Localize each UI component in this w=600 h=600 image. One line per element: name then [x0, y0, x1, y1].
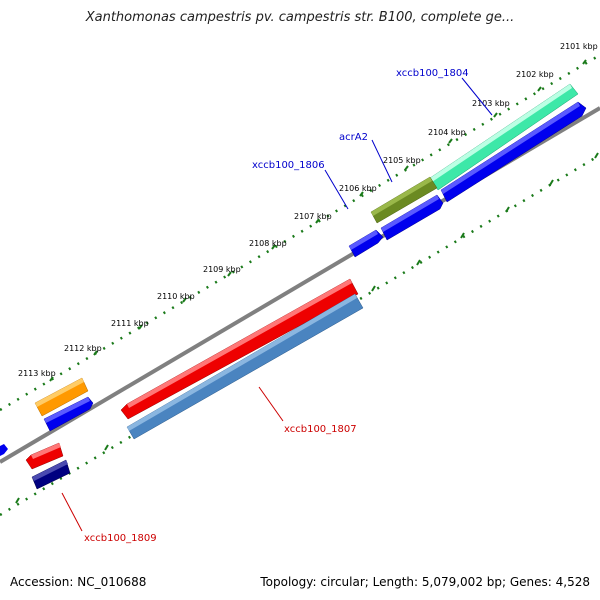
tick-label: 2105 kbp: [383, 156, 421, 165]
gene-feature-red[interactable]: [120, 278, 359, 420]
tick-label: 2109 kbp: [203, 265, 241, 274]
label-connector: [61, 492, 83, 532]
label-connector: [258, 386, 284, 422]
tick-label: 2111 kbp: [111, 319, 149, 328]
label-connector: [461, 77, 493, 116]
tick-label: 2107 kbp: [294, 212, 332, 221]
tick-label: 2104 kbp: [428, 128, 466, 137]
gene-label-xccb100-1809[interactable]: xccb100_1809: [84, 533, 157, 544]
gene-feature-blue-highlight: [441, 102, 580, 194]
gene-feature-orange-highlight: [35, 378, 84, 407]
gene-feature-red-highlight: [127, 279, 352, 408]
gene-feature-red-highlight: [31, 443, 61, 459]
gene-label-xccb100-1807[interactable]: xccb100_1807: [284, 424, 357, 435]
gene-feature-navy-highlight: [32, 460, 68, 481]
outer-ruler-dots: [0, 53, 600, 412]
topology-text: Topology: circular; Length: 5,079,002 bp…: [260, 575, 590, 589]
gene-feature-blue[interactable]: [440, 101, 587, 203]
gene-label-acra2[interactable]: acrA2: [339, 132, 368, 143]
tick-label: 2110 kbp: [157, 292, 195, 301]
gene-feature-steelblue-highlight: [127, 294, 357, 431]
tick-label: 2102 kbp: [516, 70, 554, 79]
gene-feature-blue[interactable]: [380, 194, 444, 241]
gene-feature-blue[interactable]: [0, 444, 8, 456]
tick-label: 2106 kbp: [339, 184, 377, 193]
gene-label-xccb100-1806[interactable]: xccb100_1806: [252, 160, 325, 171]
gene-feature-blue-highlight: [44, 397, 90, 423]
outer-major-ticks: [49, 59, 587, 382]
tick-label: 2108 kbp: [249, 239, 287, 248]
label-connector: [324, 169, 349, 210]
tick-label: 2101 kbp: [560, 42, 598, 51]
accession-text: Accession: NC_010688: [10, 575, 147, 589]
gene-feature-blue-highlight: [349, 230, 378, 250]
label-connector: [371, 139, 393, 183]
map-title: Xanthomonas campestris pv. campestris st…: [85, 10, 515, 25]
gene-label-xccb100-1804[interactable]: xccb100_1804: [396, 68, 469, 79]
gene-feature-teal-highlight: [430, 84, 572, 182]
gene-feature-olive-highlight: [371, 177, 432, 216]
tick-label: 2113 kbp: [18, 369, 56, 378]
tick-label: 2112 kbp: [64, 344, 102, 353]
tick-label: 2103 kbp: [472, 99, 510, 108]
gene-feature-blue-highlight: [381, 195, 439, 232]
